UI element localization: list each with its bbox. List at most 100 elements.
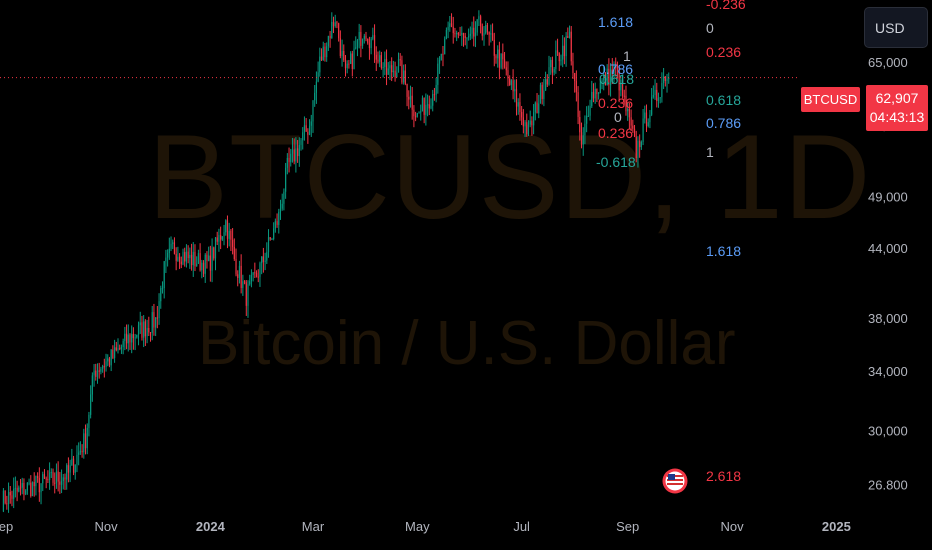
candle: [320, 48, 323, 62]
candle: [594, 82, 596, 104]
time-axis[interactable]: Sep Nov 2024 Mar May Jul Sep Nov 2025: [0, 519, 851, 534]
candle: [637, 136, 639, 168]
price-tick-label: 49,000: [868, 190, 908, 205]
candle: [651, 88, 653, 117]
candle: [315, 71, 318, 104]
candle: [220, 226, 222, 250]
candle: [170, 236, 172, 252]
candle: [647, 118, 649, 128]
candle: [47, 470, 49, 484]
candle: [418, 111, 420, 114]
candle: [190, 243, 193, 271]
candle: [9, 486, 11, 504]
candle: [656, 82, 658, 108]
candle: [627, 102, 629, 121]
price-tick-label: 30,000: [868, 424, 908, 439]
candle: [406, 83, 408, 107]
candle: [95, 363, 97, 381]
candle: [615, 57, 617, 77]
candle: [312, 100, 314, 133]
candle: [476, 18, 478, 36]
candle: [113, 339, 116, 363]
time-tick-label: Jul: [513, 519, 530, 534]
candle: [192, 242, 194, 277]
candle: [25, 489, 27, 496]
candle: [237, 270, 239, 287]
time-tick-label: Nov: [720, 519, 744, 534]
candle: [447, 21, 449, 39]
candle: [30, 475, 32, 498]
candle: [102, 364, 104, 373]
candle: [425, 93, 427, 126]
candle: [544, 71, 547, 91]
candle: [639, 134, 641, 158]
candle: [50, 468, 52, 478]
candle: [604, 72, 607, 86]
candle: [213, 246, 215, 261]
candle: [54, 472, 56, 494]
candle: [515, 79, 518, 116]
candle: [266, 242, 268, 264]
candle: [664, 75, 666, 87]
candle: [125, 324, 128, 350]
candle: [563, 37, 566, 65]
candle: [199, 243, 201, 272]
candle: [375, 46, 377, 71]
candle: [510, 79, 512, 91]
candle: [4, 490, 6, 505]
candle: [608, 58, 610, 96]
candle: [420, 104, 422, 121]
candle: [274, 218, 276, 233]
candle: [42, 471, 44, 492]
candle: [428, 95, 430, 116]
candle: [392, 60, 394, 78]
candle: [124, 326, 126, 351]
candle: [546, 74, 548, 87]
currency-button[interactable]: USD: [864, 7, 928, 48]
candle: [206, 251, 208, 269]
candle: [553, 67, 555, 76]
candle: [247, 280, 249, 318]
last-price-value: 62,907: [875, 90, 919, 106]
candle: [276, 213, 278, 228]
candle: [490, 24, 492, 43]
candle: [178, 253, 181, 269]
time-tick-label: 2025: [822, 519, 851, 534]
candle: [278, 208, 280, 234]
candle: [303, 116, 306, 141]
candle: [317, 61, 319, 83]
candle: [223, 224, 225, 246]
candle: [64, 473, 66, 490]
candle: [512, 69, 514, 100]
candle: [197, 249, 199, 265]
candle: [273, 222, 275, 241]
chart-watermark-name: Bitcoin / U.S. Dollar: [198, 309, 736, 378]
candle: [377, 51, 379, 64]
fib-retracement-b[interactable]: -0.236 0 0.236 0.618 0.786 1 1.618 2.618: [706, 0, 746, 484]
candle: [389, 61, 391, 80]
candle: [6, 495, 8, 510]
candle: [221, 236, 223, 241]
candle: [40, 483, 42, 505]
candle: [112, 345, 114, 360]
candle: [450, 13, 453, 28]
candle: [57, 461, 59, 492]
candle: [385, 49, 388, 86]
candle: [261, 256, 263, 275]
candle: [160, 285, 162, 309]
candle: [257, 269, 259, 283]
candle: [355, 36, 357, 50]
candle: [598, 91, 600, 100]
candle: [74, 464, 76, 480]
candle: [464, 32, 466, 46]
fib-level-label: 1: [706, 144, 714, 160]
price-tick-label: 26.800: [868, 477, 908, 492]
candle: [189, 247, 191, 269]
candle: [151, 306, 153, 341]
us-flag-icon[interactable]: [662, 468, 688, 494]
candle: [421, 95, 424, 112]
bar-countdown: 04:43:13: [869, 109, 925, 125]
candle: [343, 44, 345, 62]
